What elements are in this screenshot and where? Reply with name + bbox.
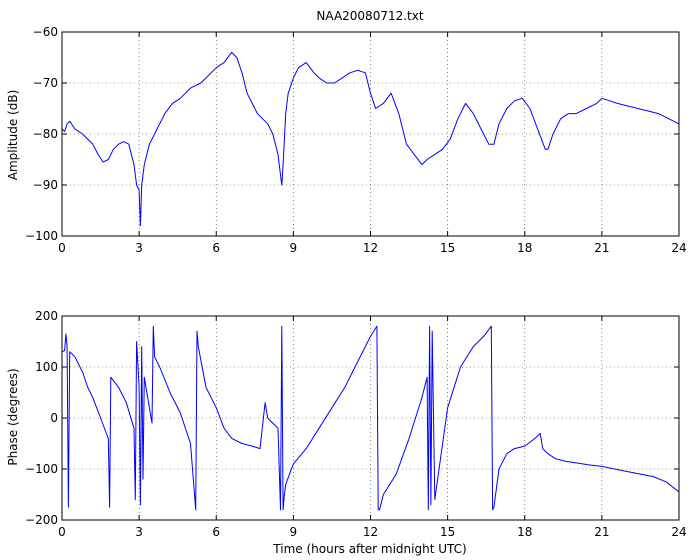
- amplitude-y-tick-label: −90: [33, 178, 58, 192]
- phase-chart: 0 3 6 9 12 15 18 21 24 −200 −100 0 100 200 Phase (deg…: [6, 309, 687, 556]
- amplitude-x-tick-label: 9: [290, 241, 298, 255]
- amplitude-x-tick-label: 12: [363, 241, 378, 255]
- phase-x-tick-label: 15: [440, 525, 455, 539]
- amplitude-x-tick-label: 24: [671, 241, 686, 255]
- phase-x-axis-label: Time (hours after midnight UTC): [272, 542, 466, 556]
- amplitude-y-tick-label: −80: [33, 127, 58, 141]
- phase-x-tick-label: 21: [594, 525, 609, 539]
- phase-x-tick-label: 12: [363, 525, 378, 539]
- amplitude-series: [61, 51, 680, 227]
- phase-x-tick-label: 0: [58, 525, 66, 539]
- phase-y-axis-label: Phase (degrees): [6, 368, 20, 465]
- amplitude-series-line: [61, 51, 680, 227]
- amplitude-x-tick-label: 15: [440, 241, 455, 255]
- amplitude-x-tick-label: 3: [135, 241, 143, 255]
- phase-y-tick-label: 100: [35, 360, 58, 374]
- amplitude-y-tick-label: −100: [25, 229, 58, 243]
- phase-series: [61, 325, 680, 511]
- phase-series-line: [61, 325, 680, 511]
- amplitude-x-tick-label: 18: [517, 241, 532, 255]
- amplitude-plot-frame: [61, 31, 680, 237]
- phase-grid: [62, 316, 679, 520]
- amplitude-y-tick-label: −60: [33, 25, 58, 39]
- phase-y-tick-label: −100: [25, 462, 58, 476]
- phase-ticks: 0 3 6 9 12 15 18 21 24 −200 −100 0 100 200: [25, 309, 687, 539]
- phase-x-tick-label: 3: [135, 525, 143, 539]
- phase-y-tick-label: 200: [35, 309, 58, 323]
- amplitude-grid: [62, 32, 679, 236]
- amplitude-y-axis-label: Amplitude (dB): [6, 90, 20, 181]
- amplitude-x-tick-label: 0: [58, 241, 66, 255]
- amplitude-chart: NAA20080712.txt 0 3 6 9 12 15 18 21 24 −100 −90 −80…: [6, 9, 687, 255]
- phase-plot-frame: [61, 315, 680, 521]
- amplitude-y-tick-label: −70: [33, 76, 58, 90]
- amplitude-ticks: 0 3 6 9 12 15 18 21 24 −100 −90 −80 −70 −60: [25, 25, 687, 255]
- phase-y-tick-label: −200: [25, 513, 58, 527]
- phase-x-tick-label: 18: [517, 525, 532, 539]
- phase-x-tick-label: 6: [212, 525, 220, 539]
- amplitude-x-tick-label: 21: [594, 241, 609, 255]
- amplitude-chart-title: NAA20080712.txt: [316, 9, 423, 23]
- phase-x-tick-label: 24: [671, 525, 686, 539]
- phase-y-tick-label: 0: [50, 411, 58, 425]
- phase-x-tick-label: 9: [290, 525, 298, 539]
- amplitude-x-tick-label: 6: [212, 241, 220, 255]
